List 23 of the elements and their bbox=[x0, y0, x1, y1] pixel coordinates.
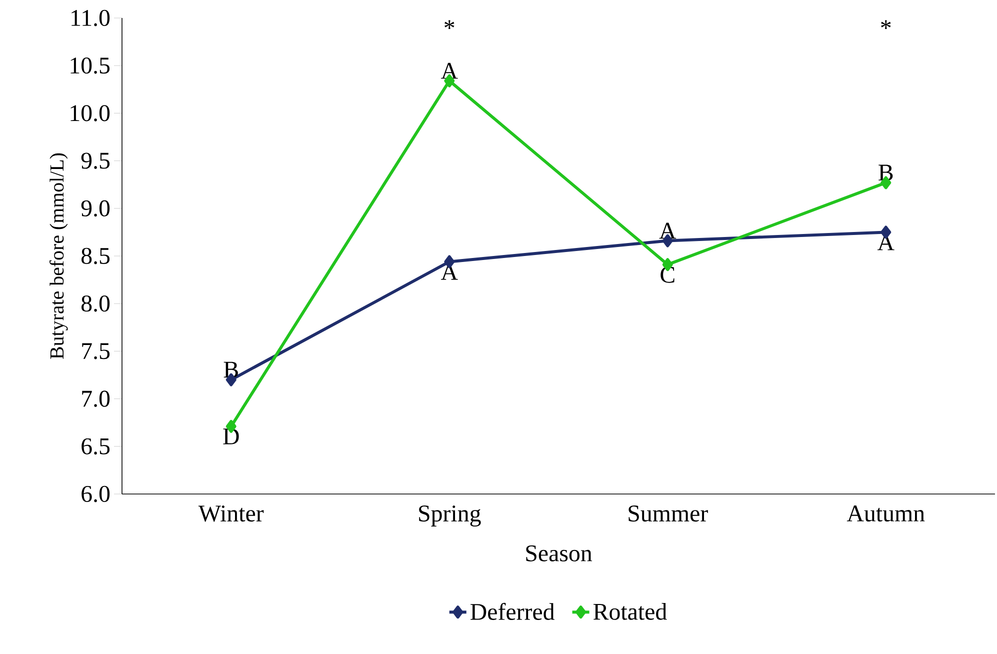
y-tick-label: 10.0 bbox=[70, 105, 110, 122]
y-axis-title: Butyrate before (mmol/L) bbox=[49, 153, 68, 359]
y-tick-label: 7.0 bbox=[82, 390, 110, 407]
legend-label: Rotated bbox=[593, 603, 667, 620]
y-tick-label: 11.0 bbox=[72, 10, 110, 26]
x-tick-label: Winter bbox=[198, 506, 264, 522]
annotation: * bbox=[881, 20, 891, 29]
y-tick-label: 6.0 bbox=[82, 486, 110, 502]
x-axis-title: Season bbox=[526, 545, 592, 562]
y-tick-label: 6.5 bbox=[82, 438, 110, 454]
y-tick-label: 9.5 bbox=[81, 152, 110, 169]
annotation: * bbox=[444, 20, 454, 29]
legend-label: Deferred bbox=[470, 602, 555, 620]
y-tick-label: 10.5 bbox=[70, 57, 110, 74]
annotation: A bbox=[440, 62, 458, 79]
y-tick-label: 9.0 bbox=[81, 200, 110, 217]
annotation: A bbox=[659, 222, 676, 239]
y-tick-label: 7.5 bbox=[82, 343, 110, 360]
y-tick-label: 8.0 bbox=[82, 295, 110, 312]
x-tick-label: Autumn bbox=[846, 506, 925, 522]
x-tick-label: Spring bbox=[419, 506, 481, 527]
x-tick-label: Summer bbox=[628, 506, 708, 522]
y-tick-label: 8.5 bbox=[82, 248, 110, 264]
